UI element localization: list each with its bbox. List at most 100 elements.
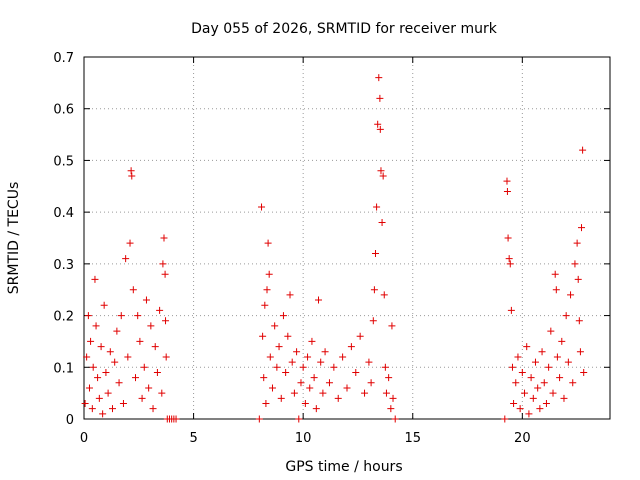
data-point (134, 312, 142, 320)
data-point (153, 368, 161, 376)
data-point (277, 394, 285, 402)
data-point (142, 296, 150, 304)
x-tick-label: 20 (514, 431, 531, 446)
data-point (531, 358, 539, 366)
data-point (576, 348, 584, 356)
data-point (501, 415, 509, 423)
x-tick-label: 15 (404, 431, 421, 446)
data-point (512, 379, 520, 387)
data-point (377, 167, 385, 175)
x-tick-label: 0 (80, 431, 88, 446)
y-tick-label: 0 (66, 413, 74, 428)
data-point (381, 363, 389, 371)
data-point (575, 317, 583, 325)
data-point (375, 74, 383, 82)
data-point (552, 286, 560, 294)
data-point (92, 322, 100, 330)
data-point (556, 374, 564, 382)
data-point (160, 234, 168, 242)
data-point (334, 394, 342, 402)
data-point (126, 239, 134, 247)
data-point (549, 389, 557, 397)
data-point (387, 405, 395, 413)
data-point (505, 255, 513, 263)
data-point (264, 239, 272, 247)
data-point (317, 358, 325, 366)
data-point (99, 410, 107, 418)
data-point (108, 405, 116, 413)
data-point (518, 368, 526, 376)
data-point (128, 172, 136, 180)
data-point (310, 374, 318, 382)
data-point (578, 224, 586, 232)
data-point (525, 410, 533, 418)
data-point (374, 120, 382, 128)
data-point (574, 275, 582, 283)
data-point (266, 353, 274, 361)
data-point (159, 260, 167, 268)
data-point (371, 250, 379, 258)
data-point (136, 337, 144, 345)
y-tick-label: 0.7 (53, 51, 74, 66)
axis-ticks (83, 56, 610, 420)
data-point (391, 415, 399, 423)
data-point (290, 389, 298, 397)
data-point (81, 399, 89, 407)
data-point (85, 384, 93, 392)
data-point (124, 353, 132, 361)
data-point (261, 301, 269, 309)
data-point (255, 415, 263, 423)
data-point (545, 363, 553, 371)
data-point (504, 234, 512, 242)
data-point (516, 405, 524, 413)
data-point (156, 306, 164, 314)
data-point (579, 146, 587, 154)
data-point (347, 343, 355, 351)
data-point (325, 379, 333, 387)
data-point (388, 322, 396, 330)
data-point (564, 358, 572, 366)
data-point (119, 399, 127, 407)
data-point (523, 343, 531, 351)
data-point (510, 399, 518, 407)
data-point (321, 348, 329, 356)
data-point (514, 353, 522, 361)
data-point (115, 379, 123, 387)
data-point (138, 394, 146, 402)
data-point (389, 394, 397, 402)
data-point (376, 94, 384, 102)
data-point (365, 358, 373, 366)
data-point (330, 363, 338, 371)
data-point (89, 363, 97, 371)
data-point (385, 374, 393, 382)
data-point (553, 353, 561, 361)
data-point (527, 374, 535, 382)
data-point (111, 358, 119, 366)
data-point (540, 379, 548, 387)
data-point (273, 363, 281, 371)
data-point (132, 374, 140, 382)
tick-labels: 0 0.1 0.2 0.3 0.4 0.5 0.6 0.7 0 5 10 15 20 (53, 51, 530, 446)
x-axis-label: GPS time / hours (285, 459, 402, 475)
data-point (259, 332, 267, 340)
data-point (571, 260, 579, 268)
y-tick-label: 0.2 (53, 310, 74, 325)
data-point (263, 286, 271, 294)
data-point (172, 415, 180, 423)
data-point (84, 312, 92, 320)
data-point (293, 348, 301, 356)
data-point (538, 348, 546, 356)
data-point (373, 203, 381, 211)
data-point (117, 312, 125, 320)
data-point (319, 389, 327, 397)
data-point (284, 332, 292, 340)
y-tick-label: 0.5 (53, 154, 74, 169)
data-point (106, 348, 114, 356)
data-point (551, 270, 559, 278)
data-point (304, 353, 312, 361)
data-point (162, 317, 170, 325)
data-point (297, 379, 305, 387)
data-point (573, 239, 581, 247)
data-point (87, 337, 95, 345)
data-point (268, 384, 276, 392)
